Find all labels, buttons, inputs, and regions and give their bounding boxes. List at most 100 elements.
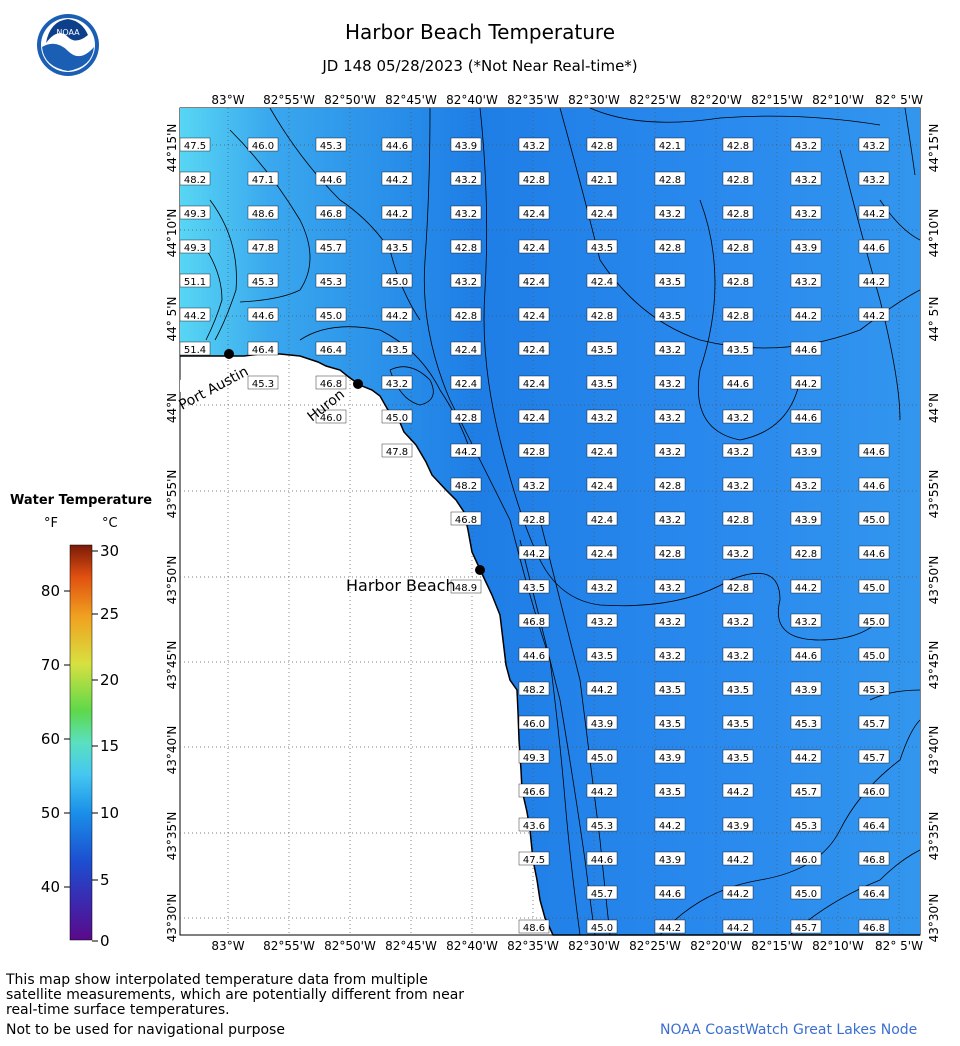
temperature-value: 46.4	[863, 889, 885, 900]
left-latitude-label: 43°50'N	[165, 556, 179, 605]
temperature-value: 43.2	[795, 141, 817, 152]
label-box	[858, 579, 890, 594]
temperature-label: 43.5	[654, 273, 686, 288]
temperature-value: 45.7	[320, 243, 342, 254]
temperature-value: 44.6	[795, 413, 817, 424]
temperature-label: 43.2	[654, 205, 686, 220]
temperature-label: 42.4	[450, 375, 482, 390]
temperature-label: 44.2	[790, 375, 822, 390]
label-box	[586, 409, 618, 424]
temperature-label: 49.3	[179, 239, 211, 254]
isotherm-contour	[697, 199, 801, 441]
right-latitude-label: 44°10'N	[927, 209, 941, 258]
town-marker	[353, 379, 363, 389]
left-latitude-label: 44°15'N	[165, 124, 179, 173]
label-box	[247, 307, 279, 322]
label-box	[586, 613, 618, 628]
temperature-value: 44.6	[320, 175, 342, 186]
label-box	[790, 715, 822, 730]
label-box	[722, 171, 754, 186]
temperature-label: 45.7	[315, 239, 347, 254]
temperature-label: 43.2	[654, 613, 686, 628]
label-box	[518, 205, 550, 220]
temperature-value: 43.2	[659, 515, 681, 526]
temperature-value: 44.2	[727, 923, 749, 934]
temperature-label: 43.2	[722, 409, 754, 424]
temperature-value: 45.0	[320, 311, 342, 322]
temperature-value: 42.1	[659, 141, 681, 152]
temperature-value: 45.0	[591, 923, 613, 934]
temperature-value: 43.5	[386, 345, 408, 356]
temperature-label: 45.3	[790, 715, 822, 730]
temperature-value: 47.1	[252, 175, 274, 186]
temperature-label: 45.0	[790, 885, 822, 900]
temperature-value: 43.5	[727, 753, 749, 764]
temperature-label: 42.4	[518, 341, 550, 356]
temperature-value: 43.2	[591, 617, 613, 628]
temperature-value: 46.0	[795, 855, 817, 866]
temperature-label: 43.2	[586, 579, 618, 594]
temperature-value: 42.4	[591, 549, 613, 560]
left-latitude-label: 44° 5'N	[165, 297, 179, 342]
label-box	[722, 851, 754, 866]
temperature-value: 42.8	[659, 243, 681, 254]
left-latitude-label: 43°45'N	[165, 641, 179, 690]
label-box	[722, 239, 754, 254]
temperature-label: 43.2	[381, 375, 413, 390]
temperature-value: 44.2	[727, 787, 749, 798]
label-box	[450, 239, 482, 254]
temperature-value: 42.8	[727, 583, 749, 594]
temperature-value: 45.3	[795, 821, 817, 832]
isotherm-contour	[589, 107, 881, 126]
temperature-value: 43.2	[523, 481, 545, 492]
temperature-value: 49.3	[184, 209, 206, 220]
temperature-value: 43.5	[659, 787, 681, 798]
legend-label-c: 10	[100, 804, 119, 822]
temperature-value: 44.2	[727, 889, 749, 900]
isotherm-contour	[229, 129, 311, 303]
temperature-value: 42.8	[523, 175, 545, 186]
label-box	[179, 137, 211, 152]
temperature-value: 43.2	[727, 651, 749, 662]
top-longitude-label: 82°20'W	[690, 93, 742, 107]
temperature-value: 45.0	[386, 277, 408, 288]
temperature-value: 42.8	[659, 481, 681, 492]
label-box	[858, 477, 890, 492]
temperature-value: 43.2	[659, 617, 681, 628]
temperature-label: 45.3	[247, 273, 279, 288]
label-box	[654, 239, 686, 254]
left-latitude-label: 43°55'N	[165, 470, 179, 519]
temperature-value: 46.0	[320, 413, 342, 424]
temperature-label: 48.2	[450, 477, 482, 492]
temperature-label: 45.7	[858, 715, 890, 730]
legend-label-c: 25	[100, 605, 119, 623]
temperature-label: 43.2	[654, 443, 686, 458]
temperature-label: 42.4	[586, 273, 618, 288]
left-latitude-label: 43°30'N	[165, 894, 179, 943]
temperature-label: 48.2	[179, 171, 211, 186]
label-box	[315, 239, 347, 254]
temperature-label: 44.2	[858, 307, 890, 322]
temperature-label: 43.2	[654, 341, 686, 356]
temperature-label: 43.2	[654, 579, 686, 594]
temperature-label: 42.8	[450, 307, 482, 322]
temperature-value: 42.8	[727, 141, 749, 152]
temperature-value: 45.0	[863, 583, 885, 594]
top-longitude-label: 82°15'W	[751, 93, 803, 107]
temperature-label: 46.8	[518, 613, 550, 628]
temperature-value: 43.5	[727, 685, 749, 696]
temperature-value: 44.2	[795, 583, 817, 594]
temperature-label: 44.6	[790, 409, 822, 424]
label-box	[518, 307, 550, 322]
bottom-longitude-label: 82°20'W	[690, 939, 742, 953]
label-box	[586, 375, 618, 390]
temperature-label: 47.1	[247, 171, 279, 186]
label-box	[518, 511, 550, 526]
temperature-label: 42.8	[450, 239, 482, 254]
temperature-value: 48.2	[184, 175, 206, 186]
temperature-value: 45.3	[795, 719, 817, 730]
temperature-label: 46.0	[518, 715, 550, 730]
temperature-label: 48.2	[518, 681, 550, 696]
temperature-value: 44.2	[795, 379, 817, 390]
temperature-value: 44.6	[591, 855, 613, 866]
